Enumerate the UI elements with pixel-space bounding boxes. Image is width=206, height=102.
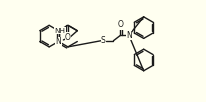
Text: N: N: [125, 31, 131, 40]
Text: N: N: [55, 37, 61, 46]
Text: O: O: [65, 33, 70, 42]
Text: S: S: [101, 36, 105, 45]
Text: NH: NH: [54, 28, 65, 34]
Text: O: O: [117, 20, 123, 29]
